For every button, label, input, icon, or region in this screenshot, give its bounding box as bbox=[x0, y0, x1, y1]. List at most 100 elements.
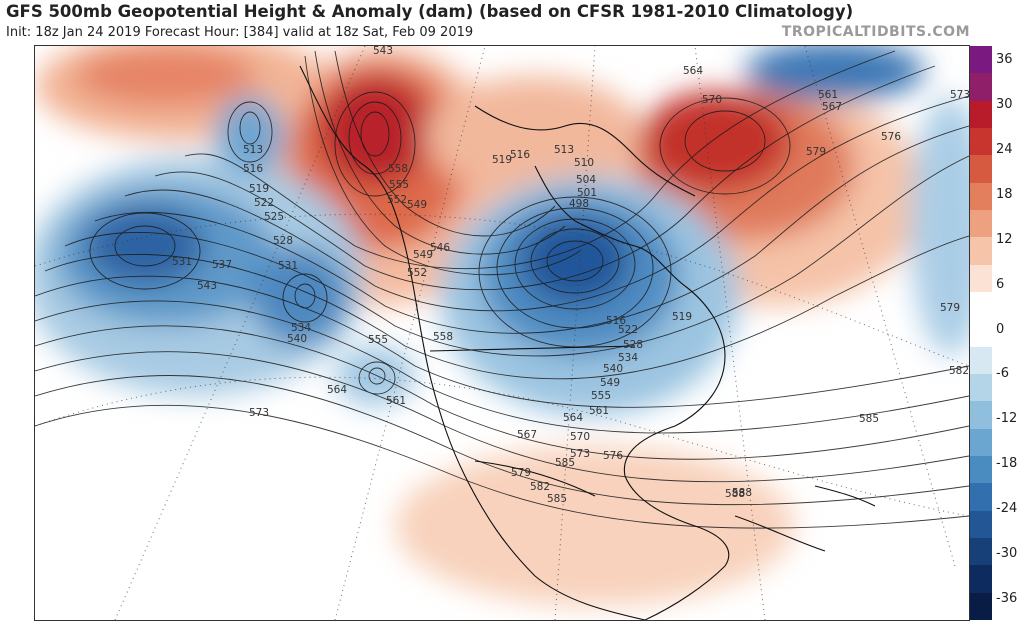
colorbar-tick-label: 6 bbox=[996, 276, 1005, 292]
contour-label: 522 bbox=[254, 197, 274, 209]
colorbar-segment bbox=[970, 565, 992, 594]
contour-label: 579 bbox=[511, 467, 531, 479]
colorbar-segment bbox=[970, 100, 992, 129]
contour-label: 549 bbox=[407, 199, 427, 211]
contour-label: 555 bbox=[591, 390, 611, 402]
colorbar-segment bbox=[970, 210, 992, 238]
contour-label: 513 bbox=[554, 144, 574, 156]
contour-label: 555 bbox=[389, 179, 409, 191]
contour-label: 528 bbox=[273, 235, 293, 247]
colorbar-tick-label: -12 bbox=[996, 411, 1018, 427]
colorbar-tick-label: -18 bbox=[996, 456, 1018, 472]
anomaly-map: 543 564 561 567 570 573 576 579 513 516 519 522 525 5… bbox=[34, 45, 970, 621]
contour-label: 513 bbox=[243, 144, 263, 156]
source-credit: TROPICALTIDBITS.COM bbox=[781, 24, 970, 40]
contour-label: 519 bbox=[249, 183, 269, 195]
contour-label: 585 bbox=[547, 493, 567, 505]
map-subtitle: Init: 18z Jan 24 2019 Forecast Hour: [38… bbox=[6, 25, 474, 40]
contour-label: 516 bbox=[606, 315, 626, 327]
contour-label: 543 bbox=[373, 46, 393, 57]
contour-label: 555 bbox=[368, 334, 388, 346]
colorbar-segment bbox=[970, 374, 992, 402]
contour-label: 573 bbox=[570, 448, 590, 460]
contour-label: 561 bbox=[818, 89, 838, 101]
contour-label: 540 bbox=[287, 333, 307, 345]
contour-label: 579 bbox=[940, 302, 960, 314]
colorbar-tick-label: 12 bbox=[996, 231, 1013, 247]
contour-label: 501 bbox=[577, 187, 597, 199]
colorbar-tick-label: 36 bbox=[996, 52, 1013, 67]
contour-label: 588 bbox=[732, 487, 752, 499]
contour-label: 576 bbox=[881, 131, 901, 143]
contour-label: 570 bbox=[570, 431, 590, 443]
contour-label: 570 bbox=[702, 94, 722, 106]
graticule bbox=[35, 46, 969, 620]
contour-label: 525 bbox=[264, 211, 284, 223]
contour-label: 567 bbox=[517, 429, 537, 441]
colorbar bbox=[970, 46, 992, 621]
contour-label: 534 bbox=[291, 322, 311, 334]
contour-label: 528 bbox=[623, 339, 643, 351]
colorbar-segment bbox=[970, 73, 992, 102]
contour-label: 567 bbox=[822, 101, 842, 113]
colorbar-segment bbox=[970, 401, 992, 430]
colorbar-segment bbox=[970, 46, 992, 74]
contour-label: 537 bbox=[212, 259, 232, 271]
contour-label: 534 bbox=[618, 352, 638, 364]
contour-label: 510 bbox=[574, 157, 594, 169]
contour-label: 585 bbox=[555, 457, 575, 469]
contour-label: 498 bbox=[569, 198, 589, 210]
colorbar-tick-label: 30 bbox=[996, 96, 1013, 112]
colorbar-segment bbox=[970, 237, 992, 266]
contour-label: 579 bbox=[806, 146, 826, 158]
height-contours bbox=[35, 50, 969, 529]
colorbar-tick-label: -6 bbox=[996, 366, 1009, 382]
colorbar-segment bbox=[970, 538, 992, 566]
contour-label: 552 bbox=[387, 194, 407, 206]
colorbar-segment bbox=[970, 292, 992, 320]
colorbar-segment bbox=[970, 182, 992, 211]
contour-label: 558 bbox=[388, 163, 408, 175]
colorbar-segment bbox=[970, 428, 992, 457]
coastlines bbox=[299, 65, 876, 620]
contour-label: 564 bbox=[683, 65, 703, 77]
colorbar-segment bbox=[970, 346, 992, 375]
colorbar-tick-label: 24 bbox=[996, 141, 1013, 157]
anomaly-shading bbox=[35, 46, 969, 606]
contour-label: 522 bbox=[618, 324, 638, 336]
contour-label: 564 bbox=[563, 412, 583, 424]
contour-label: 531 bbox=[172, 256, 192, 268]
contour-label: 504 bbox=[576, 174, 596, 186]
colorbar-segment bbox=[970, 592, 992, 621]
contour-label: 561 bbox=[386, 395, 406, 407]
contour-label: 540 bbox=[603, 363, 623, 375]
colorbar-tick-label: -36 bbox=[996, 591, 1018, 606]
contour-label: 561 bbox=[589, 405, 609, 417]
colorbar-segment bbox=[970, 483, 992, 512]
contour-label: 516 bbox=[243, 163, 263, 175]
contour-label: 519 bbox=[672, 311, 692, 323]
contour-label: 549 bbox=[413, 249, 433, 261]
colorbar-tick-label: 0 bbox=[996, 321, 1005, 337]
colorbar-segment bbox=[970, 456, 992, 484]
contour-label: 552 bbox=[407, 267, 427, 279]
contour-label: 564 bbox=[327, 384, 347, 396]
contour-label: 588 bbox=[725, 488, 745, 500]
colorbar-segment bbox=[970, 128, 992, 156]
colorbar-segment bbox=[970, 264, 992, 293]
contour-label: 543 bbox=[197, 280, 217, 292]
contour-label: 576 bbox=[603, 450, 623, 462]
contour-label: 516 bbox=[510, 149, 530, 161]
colorbar-segment bbox=[970, 510, 992, 539]
contour-label: 519 bbox=[492, 154, 512, 166]
contour-label: 585 bbox=[859, 413, 879, 425]
contour-label: 549 bbox=[600, 377, 620, 389]
contour-label: 546 bbox=[430, 242, 450, 254]
colorbar-segment bbox=[970, 155, 992, 184]
map-title: GFS 500mb Geopotential Height & Anomaly … bbox=[6, 2, 854, 21]
colorbar-tick-label: -24 bbox=[996, 501, 1018, 517]
contour-label: 558 bbox=[433, 331, 453, 343]
colorbar-tick-label: -30 bbox=[996, 546, 1018, 562]
contour-label: 573 bbox=[249, 407, 269, 419]
